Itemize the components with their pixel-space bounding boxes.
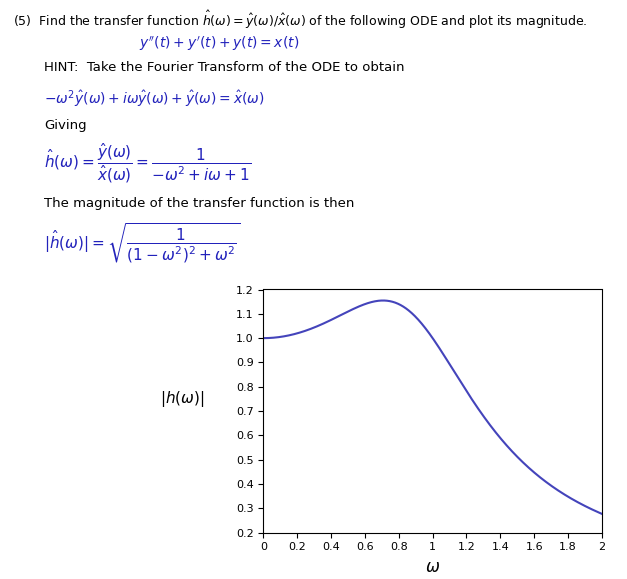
- Text: $y''(t) + y'(t) + y(t) = x(t)$: $y''(t) + y'(t) + y(t) = x(t)$: [139, 35, 300, 53]
- Text: $-\omega^2\hat{y}(\omega) + i\omega\hat{y}(\omega) + \hat{y}(\omega) = \hat{x}(\: $-\omega^2\hat{y}(\omega) + i\omega\hat{…: [44, 88, 265, 109]
- Text: The magnitude of the transfer function is then: The magnitude of the transfer function i…: [44, 197, 354, 210]
- Text: $\hat{h}(\omega) = \dfrac{\hat{y}(\omega)}{\hat{x}(\omega)} = \dfrac{1}{-\omega^: $\hat{h}(\omega) = \dfrac{\hat{y}(\omega…: [44, 142, 251, 185]
- Text: $|h(\omega)|$: $|h(\omega)|$: [159, 389, 204, 409]
- X-axis label: $\omega$: $\omega$: [425, 558, 440, 576]
- Text: (5)  Find the transfer function $\hat{h}(\omega) = \hat{y}(\omega)/\hat{x}(\omeg: (5) Find the transfer function $\hat{h}(…: [13, 9, 587, 31]
- Text: Giving: Giving: [44, 119, 87, 131]
- Text: HINT:  Take the Fourier Transform of the ODE to obtain: HINT: Take the Fourier Transform of the …: [44, 61, 404, 74]
- Text: $|\hat{h}(\omega)| = \sqrt{\dfrac{1}{\left(1-\omega^2\right)^2 + \omega^2}}$: $|\hat{h}(\omega)| = \sqrt{\dfrac{1}{\le…: [44, 221, 241, 265]
